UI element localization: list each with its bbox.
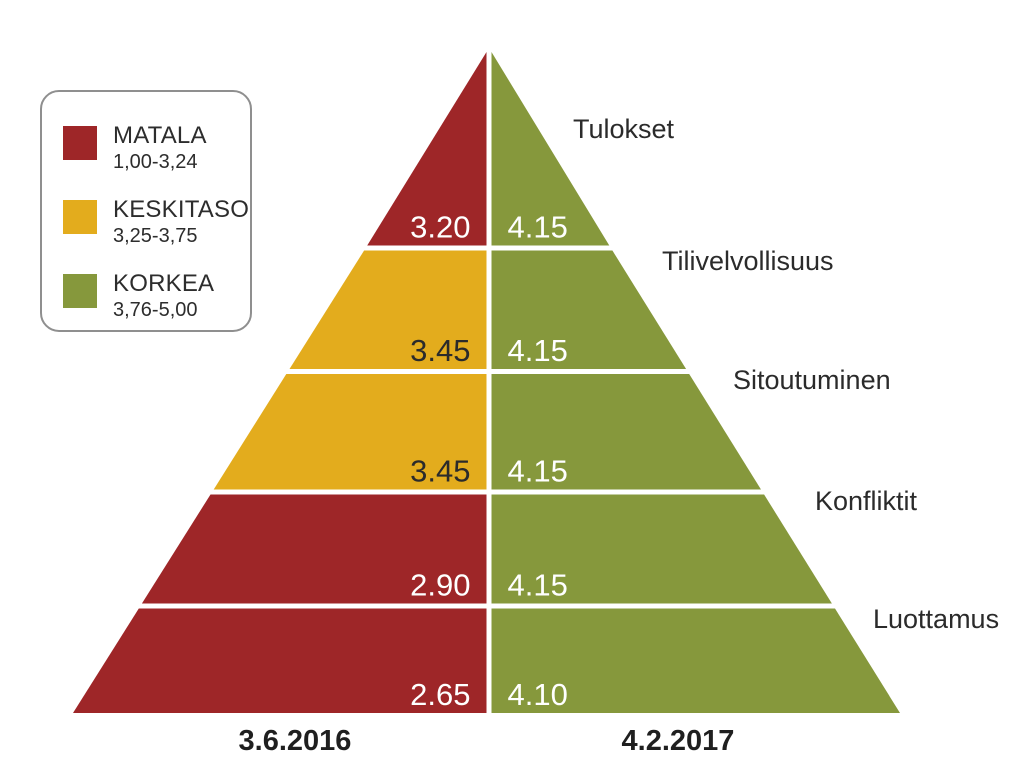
segment-value-left-2: 3.45: [410, 333, 470, 368]
segment-value-right-1: 4.15: [508, 210, 568, 245]
pyramid-segment-left-4: [141, 494, 487, 604]
column-date-label-right: 4.2.2017: [622, 725, 735, 757]
level-label-2: Tilivelvollisuus: [662, 246, 834, 276]
pyramid-segment-left-5: [73, 608, 487, 713]
score-legend: MATALA 1,00-3,24 KESKITASO 3,25-3,75 KOR…: [40, 90, 252, 332]
segment-value-left-1: 3.20: [410, 210, 470, 245]
pyramid-segment-left-1: [367, 52, 487, 246]
legend-label-keskitaso: KESKITASO: [113, 196, 250, 223]
pyramid-segment-right-5: [491, 608, 900, 713]
legend-label-matala: MATALA: [113, 122, 207, 149]
level-label-4: Konfliktit: [815, 486, 918, 516]
pyramid-segment-left-2: [289, 250, 487, 369]
segment-value-right-5: 4.10: [508, 677, 568, 712]
legend-range-keskitaso: 3,25-3,75: [113, 225, 198, 247]
segment-value-left-3: 3.45: [410, 454, 470, 489]
level-label-5: Luottamus: [873, 604, 999, 634]
segment-value-right-4: 4.15: [508, 568, 568, 603]
matala-color-swatch: [63, 126, 97, 160]
legend-item-keskitaso: KESKITASO 3,25-3,75: [63, 198, 249, 246]
segment-value-right-3: 4.15: [508, 454, 568, 489]
column-date-label-left: 3.6.2016: [239, 725, 352, 757]
pyramid-segment-left-3: [213, 374, 487, 490]
pyramid-segment-right-4: [491, 494, 832, 604]
level-label-3: Sitoutuminen: [733, 365, 891, 395]
korkea-color-swatch: [63, 274, 97, 308]
level-label-1: Tulokset: [573, 114, 675, 144]
legend-item-korkea: KORKEA 3,76-5,00: [63, 272, 236, 320]
legend-range-matala: 1,00-3,24: [113, 151, 198, 173]
segment-value-left-4: 2.90: [410, 568, 470, 603]
legend-label-korkea: KORKEA: [113, 270, 215, 297]
legend-range-korkea: 3,76-5,00: [113, 299, 198, 321]
keskitaso-color-swatch: [63, 200, 97, 234]
segment-value-right-2: 4.15: [508, 333, 568, 368]
pyramid-segment-right-3: [491, 374, 761, 490]
pyramid-segment-right-1: [491, 52, 610, 246]
legend-item-matala: MATALA 1,00-3,24: [63, 124, 236, 172]
segment-value-left-5: 2.65: [410, 677, 470, 712]
pyramid-segment-right-2: [491, 250, 687, 369]
